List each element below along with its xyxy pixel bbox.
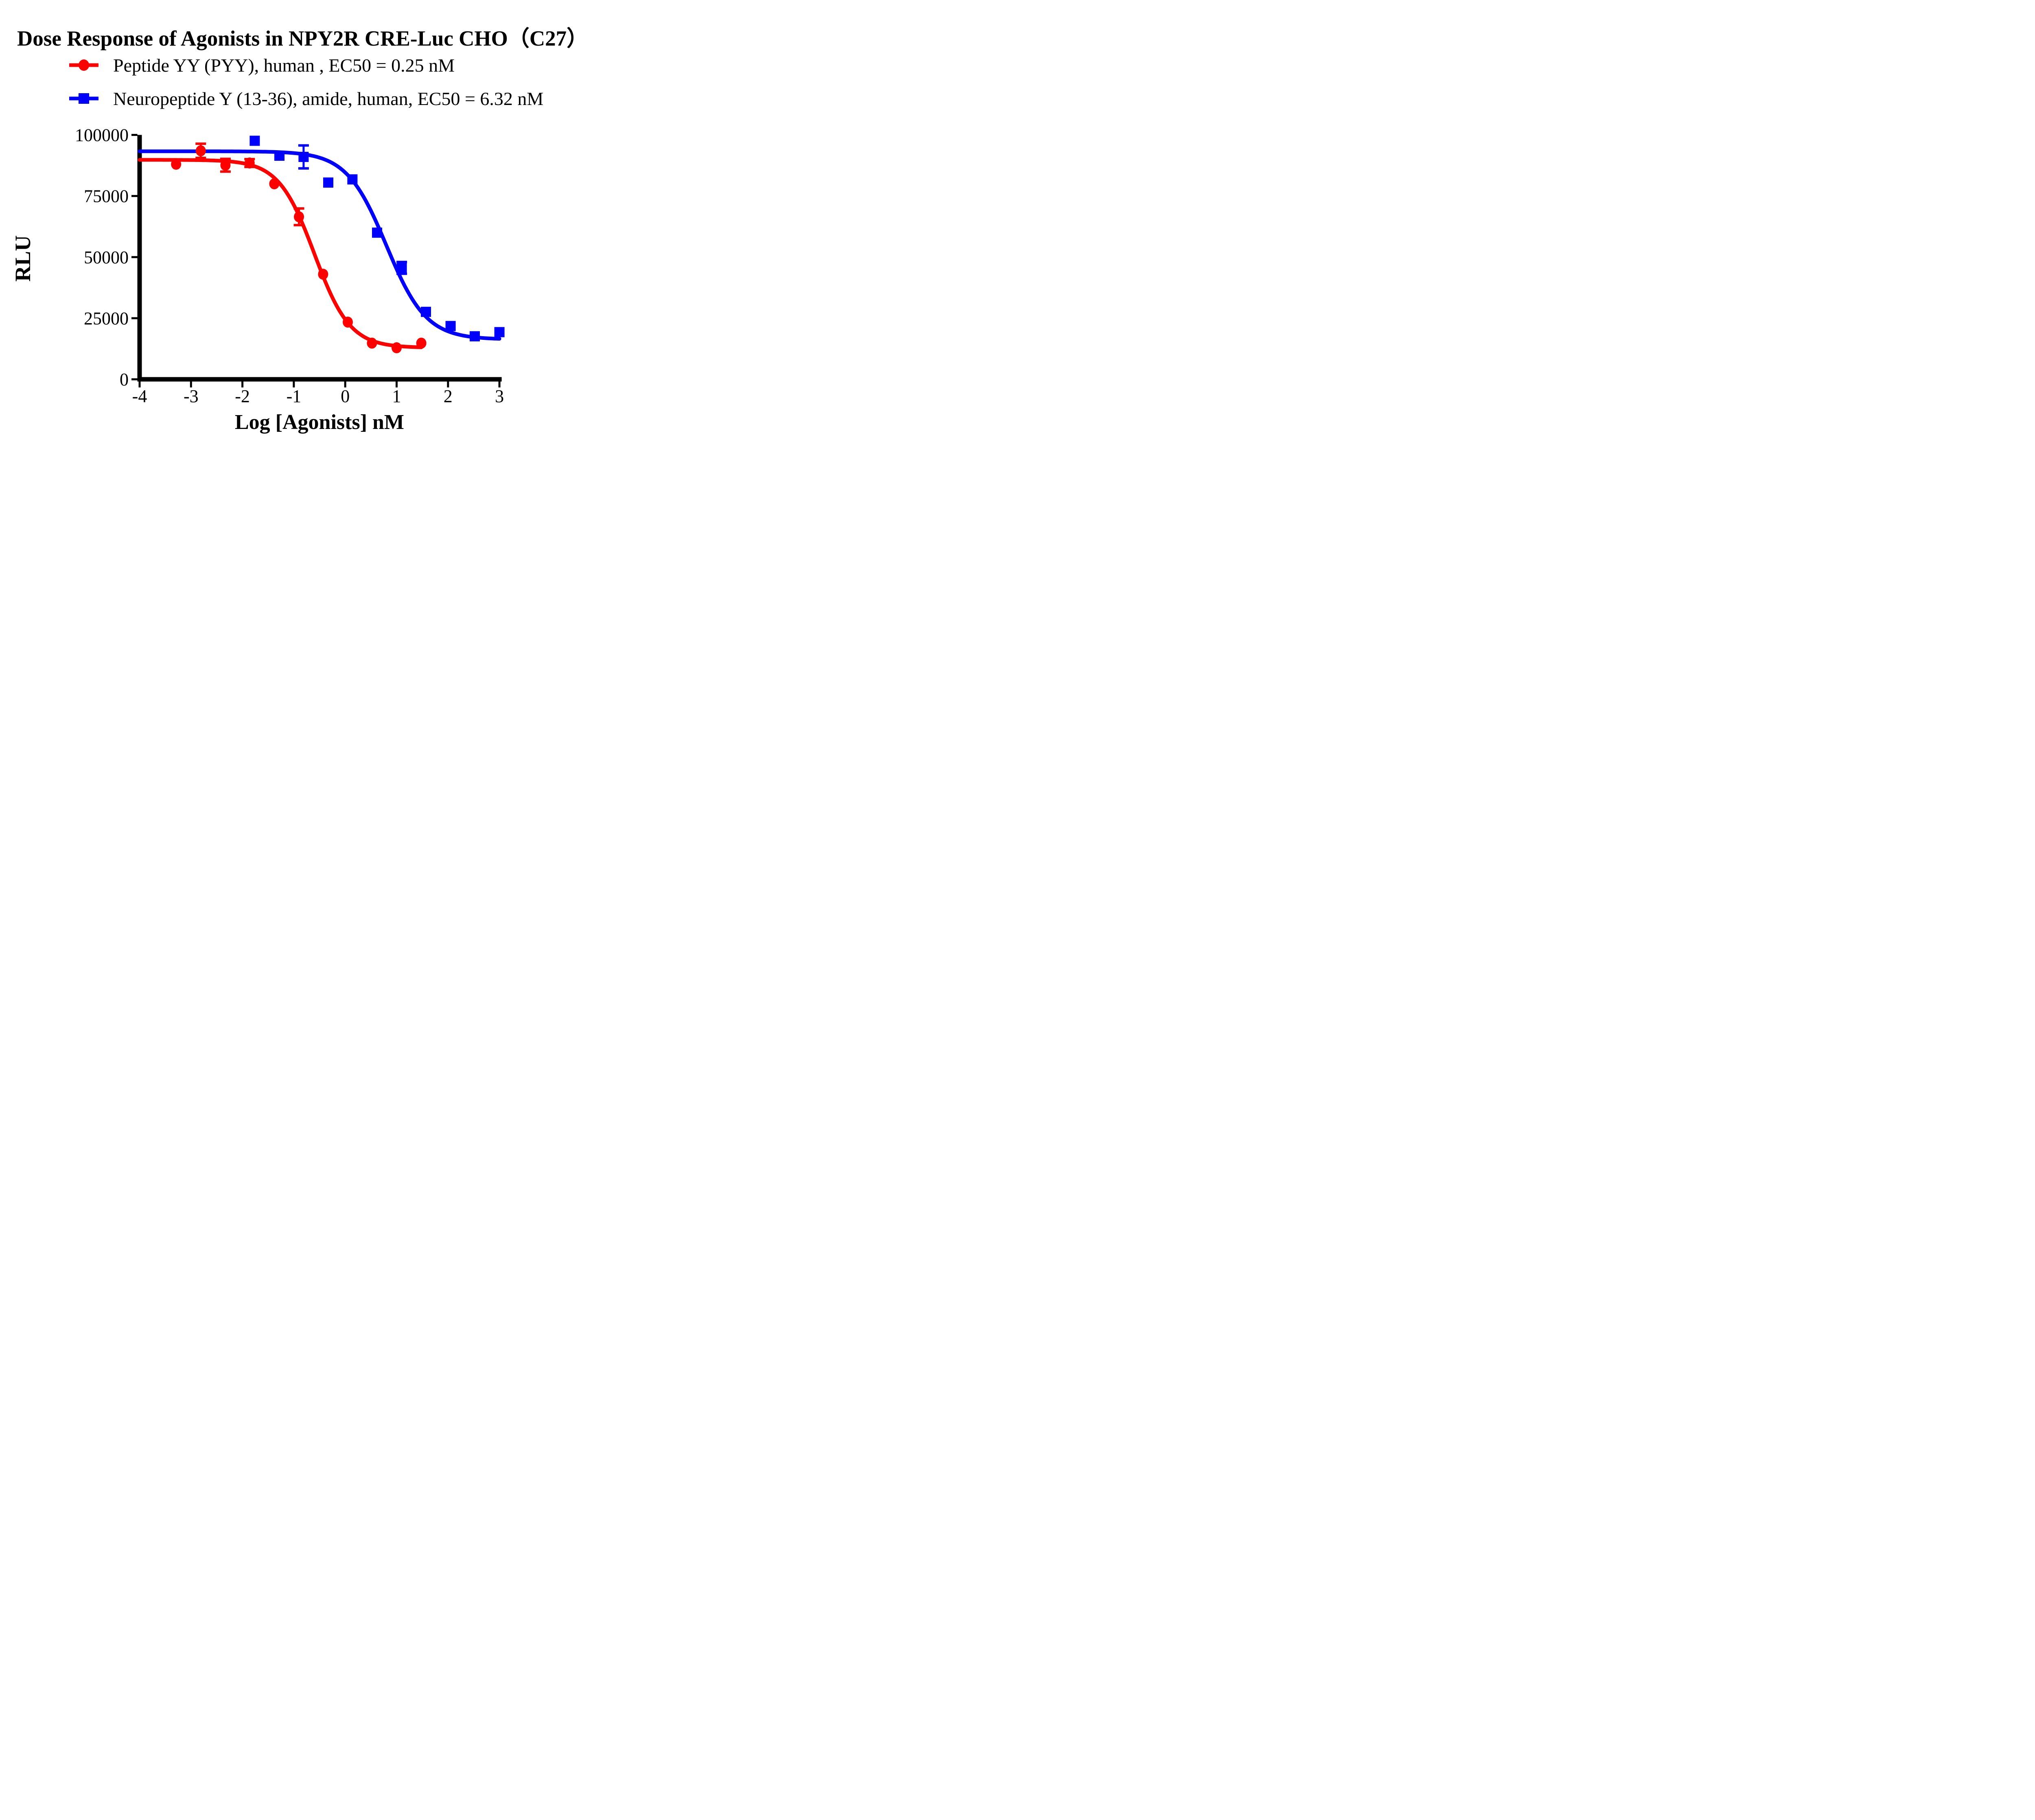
- x-tick-label: -2: [235, 386, 250, 406]
- npy-data-point: [396, 262, 407, 273]
- x-tick-label: 2: [444, 386, 453, 406]
- pyy-data-point: [367, 337, 377, 349]
- pyy-data-point: [416, 337, 427, 349]
- npy-series-marker-icon: [69, 93, 98, 104]
- x-tick-label: -1: [287, 386, 302, 406]
- legend-circle-marker: [79, 59, 89, 71]
- y-axis-title: RLU: [11, 235, 35, 282]
- pyy-data-point: [220, 160, 231, 171]
- pyy-data-point: [318, 269, 328, 280]
- y-tick-label: 75000: [84, 186, 129, 206]
- legend: Peptide YY (PYY), human , EC50 = 0.25 nM…: [69, 53, 543, 120]
- pyy-data-point: [392, 342, 402, 354]
- pyy-fit-curve: [138, 158, 423, 349]
- x-tick-label: -4: [132, 386, 147, 406]
- legend-label-pyy: Peptide YY (PYY), human , EC50 = 0.25 nM: [113, 55, 455, 76]
- npy-data-point: [445, 321, 456, 331]
- pyy-data-point: [294, 211, 304, 223]
- x-axis-title: Log [Agonists] nM: [234, 411, 405, 434]
- pyy-data-point: [343, 316, 353, 328]
- pyy-data-point: [269, 178, 280, 190]
- y-tick-label: 0: [120, 370, 129, 389]
- legend-item-pyy: Peptide YY (PYY), human , EC50 = 0.25 nM: [69, 53, 543, 77]
- legend-square-marker: [79, 93, 89, 104]
- npy-data-point: [249, 136, 260, 146]
- npy-data-point: [494, 327, 505, 337]
- x-tick-label: -3: [184, 386, 199, 406]
- pyy-data-point: [171, 159, 182, 170]
- npy-data-point: [372, 228, 383, 238]
- pyy-data-point: [195, 145, 206, 157]
- y-tick-label: 100000: [75, 125, 129, 145]
- y-tick-label: 25000: [84, 308, 129, 328]
- dose-response-figure: Dose Response of Agonists in NPY2R CRE-L…: [0, 0, 637, 455]
- npy-data-point: [347, 174, 358, 185]
- x-tick-label: 3: [495, 386, 504, 406]
- npy-data-point: [323, 177, 334, 188]
- x-tick-label: 0: [341, 386, 350, 406]
- npy-data-point: [420, 306, 431, 317]
- npy-data-point: [274, 151, 285, 161]
- npy-fit-curve: [138, 149, 501, 341]
- chart-title: Dose Response of Agonists in NPY2R CRE-L…: [17, 27, 589, 50]
- dose-response-plot: -4 -3 -2 -1 0 1 2 3 0 25000 50000 75000 100000: [75, 125, 505, 406]
- y-tick-label: 50000: [84, 247, 129, 267]
- x-tick-label: 1: [392, 386, 401, 406]
- pyy-series-marker-icon: [69, 59, 98, 71]
- legend-item-npy: Neuropeptide Y (13-36), amide, human, EC…: [69, 86, 543, 111]
- npy-data-point: [469, 331, 480, 341]
- pyy-data-point: [244, 158, 255, 169]
- legend-label-npy: Neuropeptide Y (13-36), amide, human, EC…: [113, 88, 544, 109]
- npy-data-point: [298, 152, 309, 162]
